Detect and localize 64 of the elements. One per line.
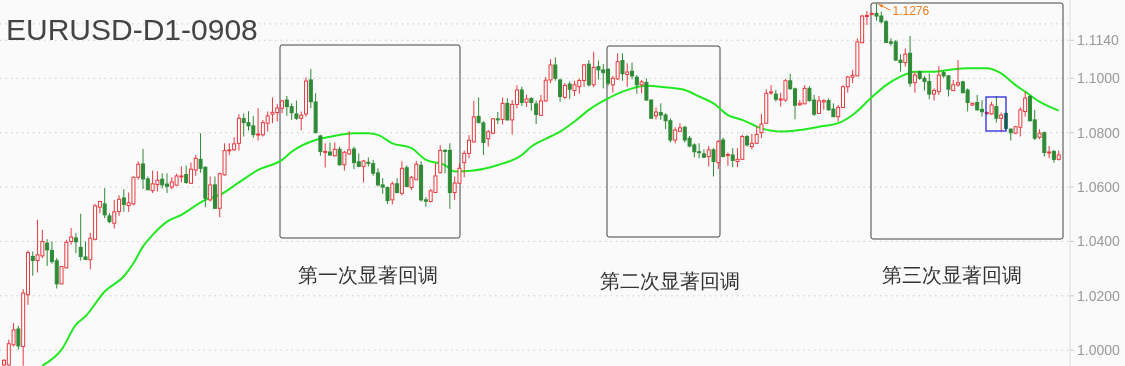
candlestick	[519, 86, 524, 107]
annotation: 第一次显著回调	[298, 264, 438, 286]
candlestick	[903, 47, 908, 68]
candlestick	[438, 144, 443, 174]
candlestick	[505, 97, 510, 121]
candlestick	[390, 181, 395, 205]
candlestick	[270, 96, 275, 124]
candlestick	[936, 65, 941, 96]
candlestick	[553, 56, 558, 82]
candlestick	[711, 147, 716, 177]
candlestick	[725, 152, 730, 167]
candlestick	[328, 141, 332, 157]
candlestick	[141, 148, 146, 190]
candlestick	[620, 52, 625, 82]
candlestick	[208, 175, 213, 202]
candlestick	[596, 60, 601, 80]
y-tick-label: 1.0400	[1077, 233, 1121, 250]
y-tick-label: 1.0600	[1077, 178, 1121, 195]
candlestick	[299, 110, 304, 132]
candlestick	[730, 147, 735, 168]
candlestick	[30, 251, 35, 277]
candlestick	[1047, 145, 1052, 159]
candlestick	[342, 150, 347, 171]
candlestick	[716, 139, 721, 170]
candlestick	[265, 110, 270, 133]
candlestick	[323, 142, 328, 168]
annotation: 1.1276	[892, 4, 930, 19]
candlestick	[994, 95, 999, 124]
candlestick	[625, 62, 630, 88]
annotation: 第三次显著回调	[882, 264, 1022, 286]
candlestick	[586, 59, 591, 88]
candlestick	[246, 110, 251, 132]
candlestick	[73, 232, 78, 254]
candlestick	[1042, 131, 1047, 158]
annotation: 第二次显著回调	[600, 270, 740, 292]
candlestick	[500, 97, 505, 126]
candlestick	[212, 175, 217, 210]
candlestick	[256, 107, 261, 142]
candlestick	[706, 145, 711, 167]
candlestick	[615, 52, 620, 81]
y-tick-label: 1.1000	[1077, 70, 1121, 87]
candlestick	[294, 100, 299, 121]
candlestick	[630, 62, 635, 80]
y-tick-label: 1.0000	[1077, 342, 1121, 359]
candlestick	[16, 325, 21, 351]
candlestick	[634, 74, 639, 95]
chart-title: EURUSD-D1-0908	[6, 13, 258, 46]
candlestick	[591, 51, 596, 88]
candlestick	[802, 84, 807, 105]
candlestick	[999, 112, 1004, 133]
candlestick	[45, 238, 50, 267]
candlestick	[912, 71, 917, 94]
candlestick	[83, 240, 88, 261]
candlestick	[121, 188, 126, 213]
y-tick-label: 1.0200	[1077, 287, 1121, 304]
y-tick-label: 1.0800	[1077, 124, 1121, 141]
candlestick	[102, 187, 107, 219]
y-tick-label: 1.1140	[1077, 32, 1119, 49]
candlestick	[337, 146, 342, 167]
line-series	[41, 67, 1060, 366]
candlestick	[69, 227, 74, 246]
candlestick	[654, 106, 658, 120]
candlestick	[184, 165, 189, 185]
candlestick	[112, 199, 117, 229]
